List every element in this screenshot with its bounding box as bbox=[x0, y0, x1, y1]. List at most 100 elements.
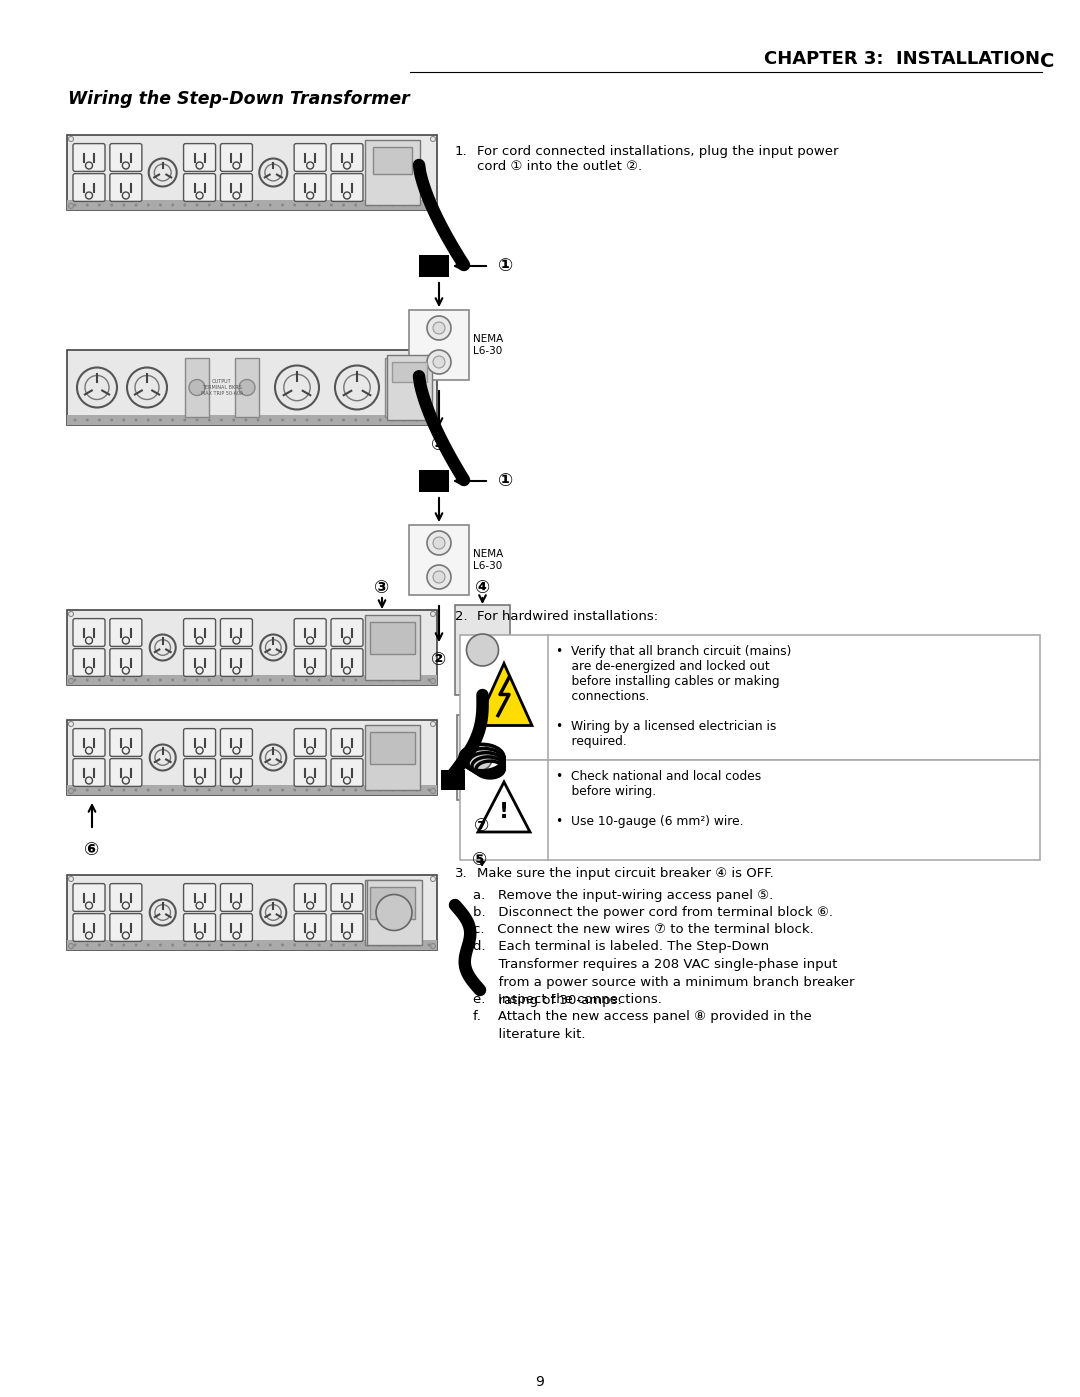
Circle shape bbox=[85, 191, 93, 198]
Circle shape bbox=[207, 943, 211, 947]
Circle shape bbox=[232, 419, 235, 422]
Circle shape bbox=[122, 777, 130, 784]
Circle shape bbox=[239, 380, 255, 395]
FancyBboxPatch shape bbox=[110, 619, 141, 647]
Circle shape bbox=[197, 162, 203, 169]
Circle shape bbox=[366, 679, 369, 682]
Circle shape bbox=[110, 788, 113, 792]
FancyBboxPatch shape bbox=[73, 883, 105, 911]
Circle shape bbox=[244, 943, 247, 947]
Circle shape bbox=[318, 419, 321, 422]
Circle shape bbox=[306, 679, 309, 682]
Text: 2.: 2. bbox=[455, 610, 468, 623]
Circle shape bbox=[110, 679, 113, 682]
Text: Wiring the Step-Down Transformer: Wiring the Step-Down Transformer bbox=[68, 89, 409, 108]
Circle shape bbox=[147, 679, 150, 682]
Circle shape bbox=[307, 777, 313, 784]
Circle shape bbox=[147, 204, 150, 207]
Text: For hardwired installations:: For hardwired installations: bbox=[477, 610, 658, 623]
Circle shape bbox=[307, 902, 313, 909]
FancyBboxPatch shape bbox=[330, 648, 363, 676]
Text: C: C bbox=[1040, 52, 1054, 71]
Circle shape bbox=[281, 788, 284, 792]
Circle shape bbox=[85, 679, 89, 682]
FancyBboxPatch shape bbox=[73, 173, 105, 201]
Circle shape bbox=[343, 902, 351, 909]
Bar bbox=[370, 887, 415, 919]
Bar bbox=[67, 875, 437, 950]
Text: !: ! bbox=[499, 802, 509, 821]
Circle shape bbox=[171, 679, 174, 682]
Circle shape bbox=[73, 419, 77, 422]
Circle shape bbox=[403, 943, 406, 947]
Circle shape bbox=[244, 788, 247, 792]
Circle shape bbox=[122, 943, 125, 947]
Circle shape bbox=[197, 637, 203, 644]
Bar bbox=[384, 358, 409, 416]
Circle shape bbox=[233, 932, 240, 939]
Circle shape bbox=[269, 204, 272, 207]
Circle shape bbox=[122, 902, 130, 909]
FancyBboxPatch shape bbox=[294, 759, 326, 787]
Circle shape bbox=[354, 419, 357, 422]
Text: a.   Remove the input-wiring access panel ⑤.: a. Remove the input-wiring access panel … bbox=[473, 888, 773, 902]
Circle shape bbox=[329, 204, 333, 207]
Circle shape bbox=[195, 204, 199, 207]
Bar bbox=[409, 525, 469, 595]
Circle shape bbox=[122, 162, 130, 169]
Circle shape bbox=[195, 788, 199, 792]
Circle shape bbox=[207, 204, 211, 207]
Circle shape bbox=[184, 943, 187, 947]
Circle shape bbox=[85, 777, 93, 784]
Circle shape bbox=[110, 204, 113, 207]
Circle shape bbox=[294, 204, 296, 207]
Circle shape bbox=[147, 943, 150, 947]
Circle shape bbox=[85, 666, 93, 673]
Circle shape bbox=[342, 679, 345, 682]
Text: •  Verify that all branch circuit (mains)
    are de-energized and locked out
  : • Verify that all branch circuit (mains)… bbox=[556, 645, 792, 747]
Circle shape bbox=[197, 932, 203, 939]
Circle shape bbox=[281, 204, 284, 207]
Circle shape bbox=[98, 788, 100, 792]
Circle shape bbox=[294, 788, 296, 792]
Text: f.    Attach the new access panel ⑧ provided in the: f. Attach the new access panel ⑧ provide… bbox=[473, 1010, 812, 1023]
FancyBboxPatch shape bbox=[184, 914, 216, 942]
FancyBboxPatch shape bbox=[110, 648, 141, 676]
Circle shape bbox=[197, 777, 203, 784]
FancyBboxPatch shape bbox=[294, 648, 326, 676]
Circle shape bbox=[159, 788, 162, 792]
Text: ②: ② bbox=[431, 436, 447, 454]
FancyBboxPatch shape bbox=[330, 173, 363, 201]
Bar bbox=[367, 880, 422, 944]
Circle shape bbox=[122, 932, 130, 939]
Text: NEMA
L6-30: NEMA L6-30 bbox=[473, 334, 503, 356]
FancyBboxPatch shape bbox=[73, 914, 105, 942]
Text: 3.: 3. bbox=[455, 868, 468, 880]
Text: ②: ② bbox=[431, 651, 447, 669]
Circle shape bbox=[85, 637, 93, 644]
Circle shape bbox=[85, 902, 93, 909]
Circle shape bbox=[73, 788, 77, 792]
Circle shape bbox=[184, 204, 187, 207]
Text: OUTPUT
TERMINAL BKRS
MAX TRIP 50-60A: OUTPUT TERMINAL BKRS MAX TRIP 50-60A bbox=[201, 379, 243, 395]
Circle shape bbox=[428, 679, 431, 682]
Circle shape bbox=[257, 788, 259, 792]
Bar bbox=[365, 880, 420, 944]
Circle shape bbox=[343, 666, 351, 673]
Circle shape bbox=[220, 943, 222, 947]
FancyBboxPatch shape bbox=[220, 173, 253, 201]
Text: literature kit.: literature kit. bbox=[473, 1028, 585, 1041]
Circle shape bbox=[391, 788, 394, 792]
Circle shape bbox=[150, 900, 176, 925]
Circle shape bbox=[416, 204, 418, 207]
Circle shape bbox=[232, 788, 235, 792]
Circle shape bbox=[354, 204, 357, 207]
Circle shape bbox=[85, 419, 89, 422]
Circle shape bbox=[244, 679, 247, 682]
Circle shape bbox=[189, 380, 205, 395]
Bar bbox=[365, 615, 420, 680]
FancyBboxPatch shape bbox=[184, 883, 216, 911]
Circle shape bbox=[403, 788, 406, 792]
FancyBboxPatch shape bbox=[220, 144, 253, 172]
Circle shape bbox=[147, 419, 150, 422]
